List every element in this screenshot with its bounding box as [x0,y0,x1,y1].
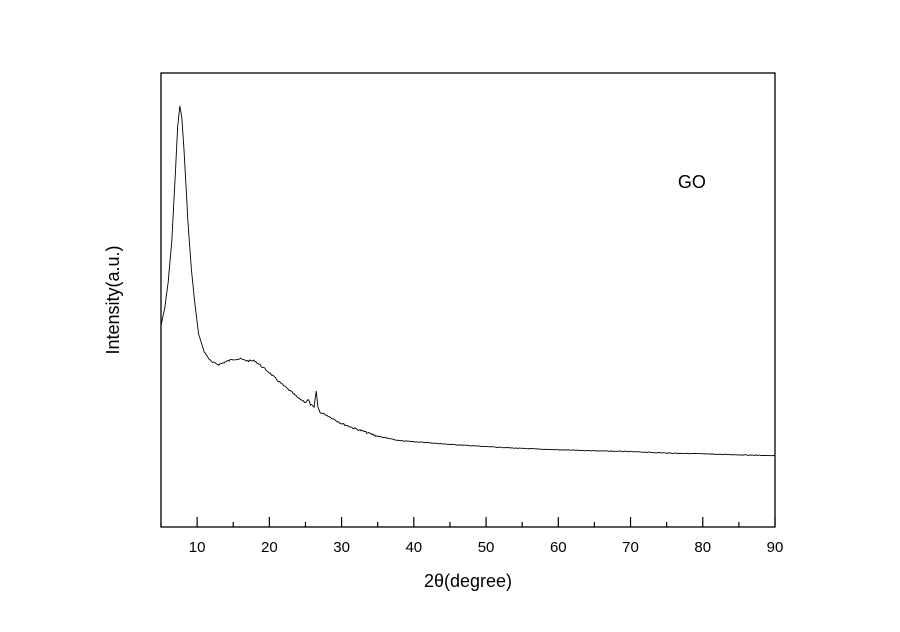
x-tick-label: 50 [478,539,495,556]
annotation-label: GO [678,172,706,192]
x-axis-title: 2θ(degree) [424,571,512,591]
x-tick-label: 20 [261,539,278,556]
x-tick-label: 60 [550,539,567,556]
x-tick-label: 40 [405,539,422,556]
plot-frame [160,72,776,528]
x-tick-label: 70 [622,539,639,556]
y-axis-title: Intensity(a.u.) [103,245,123,354]
x-tick-label: 80 [694,539,711,556]
x-tick-label: 10 [189,539,206,556]
x-tick-label: 30 [333,539,350,556]
x-tick-label: 90 [767,539,784,556]
series-line [160,105,776,457]
